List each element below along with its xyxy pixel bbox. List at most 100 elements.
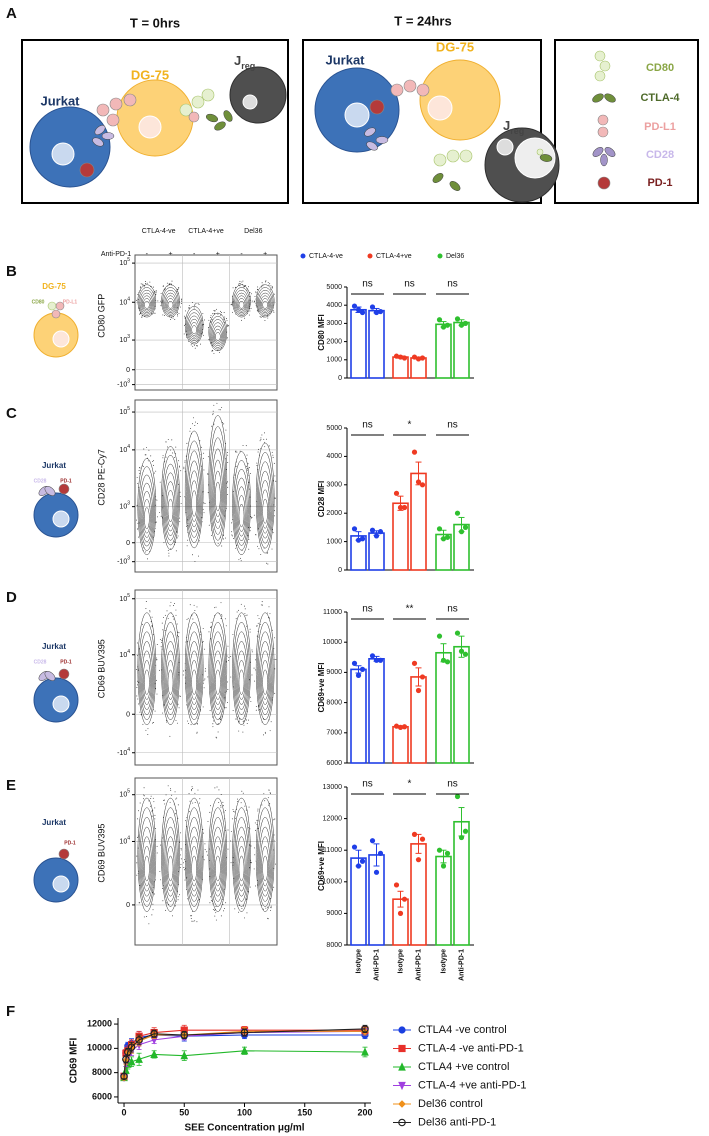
event	[176, 623, 178, 625]
event	[250, 517, 252, 519]
flow-tick-exp: 3	[127, 334, 130, 340]
event	[269, 613, 271, 615]
y-tick-label: 0	[338, 567, 342, 574]
event	[174, 541, 176, 543]
event	[168, 552, 170, 554]
event	[272, 532, 274, 534]
data-point	[359, 858, 366, 864]
event	[225, 537, 226, 539]
event	[246, 719, 247, 721]
event	[239, 285, 241, 287]
flow-tick-base: 0	[126, 367, 130, 374]
event	[177, 312, 179, 314]
event	[220, 915, 222, 917]
event	[197, 302, 199, 304]
event	[248, 467, 250, 469]
event	[241, 549, 243, 551]
event	[186, 888, 188, 890]
event	[258, 704, 260, 706]
event	[162, 695, 164, 696]
event	[232, 634, 234, 635]
data-point	[454, 316, 461, 322]
event	[249, 530, 251, 532]
event	[194, 425, 196, 426]
event	[221, 614, 223, 616]
event	[225, 429, 227, 431]
event	[138, 669, 140, 671]
event	[176, 797, 178, 799]
event	[268, 445, 270, 447]
event	[178, 301, 180, 303]
event	[208, 319, 210, 321]
flow-tick-base: 10	[119, 838, 127, 845]
event	[175, 798, 177, 800]
event	[178, 632, 180, 634]
event	[235, 547, 237, 549]
event	[220, 806, 222, 808]
event	[211, 900, 213, 902]
event	[151, 914, 153, 916]
contour	[165, 295, 176, 312]
ligand	[179, 103, 193, 117]
event	[141, 315, 143, 317]
event	[263, 316, 265, 318]
event	[235, 718, 237, 720]
event	[155, 828, 157, 830]
event	[188, 793, 190, 795]
significance: ns	[447, 779, 458, 790]
event	[245, 715, 247, 717]
event	[262, 604, 264, 606]
event	[248, 719, 250, 721]
event	[182, 674, 184, 676]
contour	[185, 622, 203, 720]
cell-label-sub: reg	[241, 61, 255, 71]
contour	[185, 440, 203, 543]
x-tick-label: 0	[122, 1107, 127, 1117]
event	[204, 678, 206, 680]
event	[160, 646, 162, 648]
event	[204, 849, 206, 851]
event	[160, 844, 161, 846]
event	[164, 288, 166, 290]
contour	[140, 482, 153, 543]
data-point	[351, 303, 358, 309]
contour	[137, 797, 157, 912]
y-tick-label: 6000	[326, 760, 342, 767]
event	[243, 724, 245, 726]
event	[177, 313, 178, 315]
contour	[238, 855, 245, 882]
event	[232, 857, 234, 859]
event	[209, 876, 211, 877]
contour	[142, 846, 151, 887]
event	[269, 910, 271, 911]
contour	[138, 622, 156, 720]
event	[142, 284, 144, 286]
event	[155, 659, 157, 661]
contour	[237, 660, 246, 700]
data-point	[397, 724, 404, 730]
event	[226, 320, 228, 322]
event	[227, 325, 229, 327]
event	[249, 296, 251, 297]
event	[248, 481, 250, 483]
data-point	[454, 793, 461, 800]
event	[224, 691, 226, 693]
contour	[165, 650, 176, 705]
contour	[162, 287, 179, 316]
flow-tick-label: 105	[119, 406, 130, 416]
icon-marker: CD80	[32, 299, 45, 305]
event	[236, 451, 238, 453]
flow-group: Del36	[244, 228, 262, 235]
event	[218, 789, 220, 791]
contour	[234, 289, 249, 315]
event	[155, 879, 157, 881]
contour	[232, 797, 251, 912]
event	[227, 462, 229, 463]
event	[179, 841, 181, 843]
event	[180, 849, 182, 851]
event	[162, 629, 164, 631]
ligand	[416, 83, 430, 97]
event	[139, 313, 141, 315]
event	[190, 433, 192, 435]
event	[275, 497, 277, 499]
